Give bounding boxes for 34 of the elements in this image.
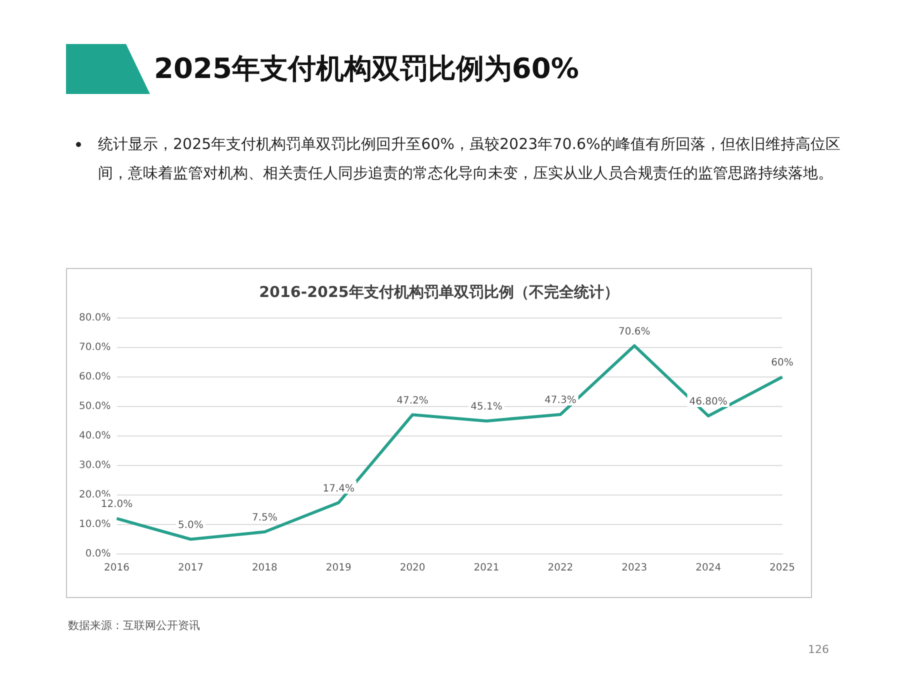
data-label: 7.5% xyxy=(252,512,278,524)
text: 统计显示，2025年支付机构罚单双罚比例回升至60%，虽较2023年70.6%的峰值有所回落，但依旧维持高位区间，意味着监管对机构、相关责任人同步追责的常态化导向未变，压实从业人员合规责任的监管思路持续落地。 xyxy=(98,134,842,184)
y-tick-label: 20.0% xyxy=(78,490,111,501)
data-label: 47.2% xyxy=(396,395,428,406)
x-tick-label: 2016 xyxy=(104,562,130,574)
data-label: 46.80% xyxy=(689,396,728,408)
y-tick-label: 50.0% xyxy=(78,401,111,412)
y-tick-label: 40.0% xyxy=(78,430,111,442)
text: 126 xyxy=(808,643,829,656)
y-tick-label: 80.0% xyxy=(78,312,111,324)
y-tick-label: 70.0% xyxy=(78,342,111,354)
data-label: 12.0% xyxy=(100,499,133,510)
x-tick-label: 2019 xyxy=(326,562,352,574)
y-tick-label: 0.0% xyxy=(85,548,111,560)
x-tick-label: 2023 xyxy=(622,562,648,574)
data-label: 45.1% xyxy=(470,402,502,413)
x-tick-label: 2018 xyxy=(252,562,278,574)
chart-title: 2025年支付机构双罚比例为60% xyxy=(154,51,579,87)
source-note: 数据来源：互联网公开资讯 xyxy=(68,618,200,633)
y-tick-label: 60.0% xyxy=(78,372,111,383)
y-tick-label: 10.0% xyxy=(78,519,111,530)
data-label: 47.3% xyxy=(544,395,576,406)
x-tick-label: 2020 xyxy=(400,562,426,574)
x-tick-label: 2025 xyxy=(770,562,795,574)
data-label: 17.4% xyxy=(322,483,354,494)
data-label: 70.6% xyxy=(618,326,650,338)
data-label: 5.0% xyxy=(178,520,204,531)
x-tick-label: 2024 xyxy=(696,562,722,574)
x-tick-label: 2022 xyxy=(548,562,574,574)
x-tick-label: 2017 xyxy=(178,562,204,574)
x-tick-label: 2021 xyxy=(474,562,500,574)
chart-subtitle: 2016-2025年支付机构罚单双罚比例（不完全统计） xyxy=(258,283,620,302)
data-label: 60% xyxy=(771,358,794,369)
y-tick-label: 30.0% xyxy=(78,460,111,472)
